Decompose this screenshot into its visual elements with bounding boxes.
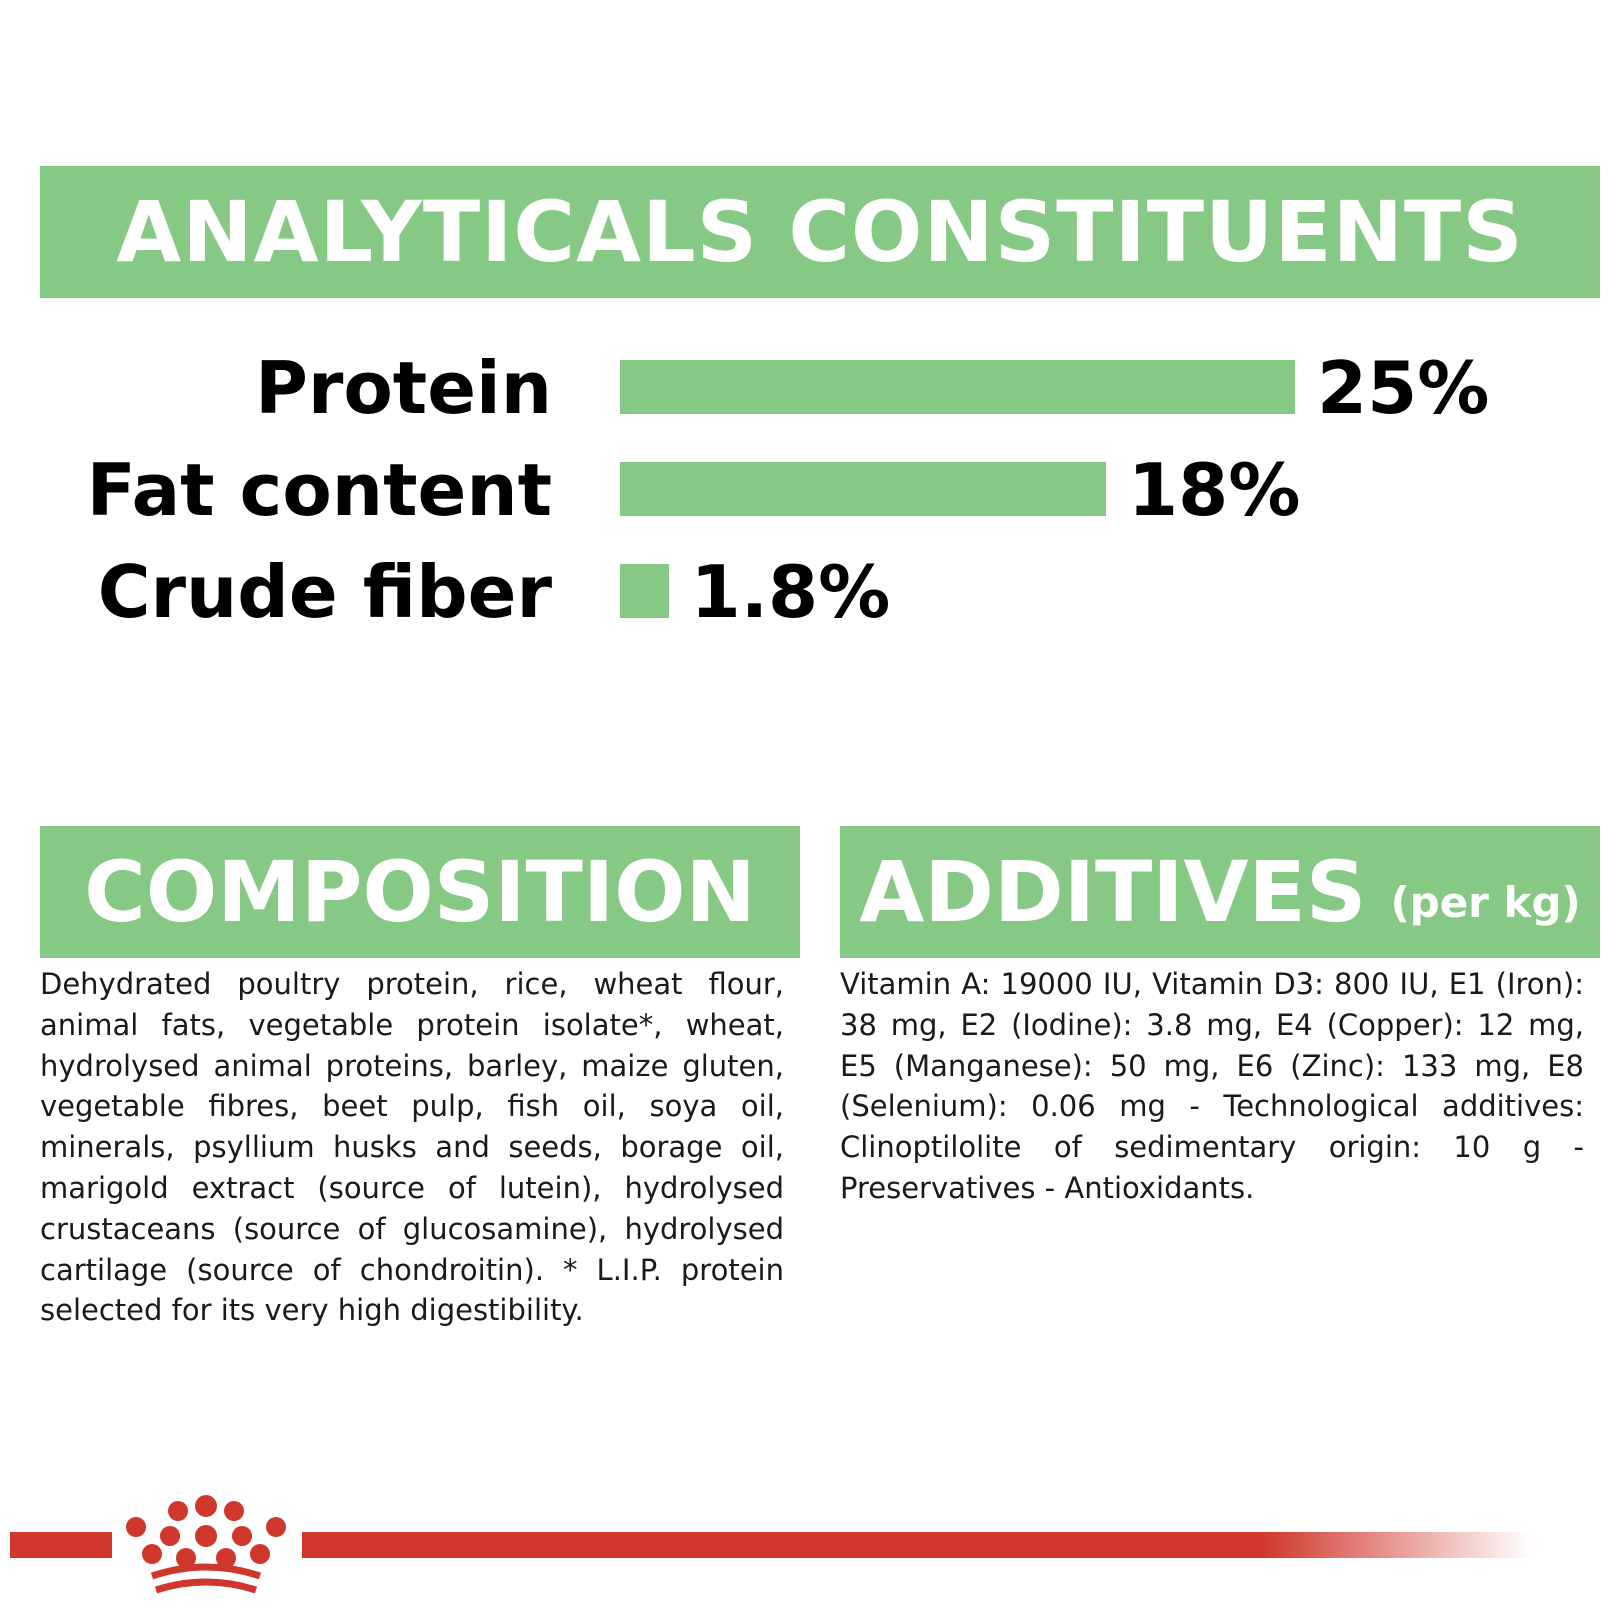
additives-unit-text: (per kg) bbox=[1390, 877, 1581, 927]
category-label: Protein bbox=[255, 346, 552, 430]
footer-rule-right bbox=[302, 1532, 1532, 1558]
category-label: Crude fiber bbox=[97, 550, 552, 634]
composition-text: Dehydrated poultry protein, rice, wheat … bbox=[40, 967, 784, 1328]
additives-text: Vitamin A: 19000 IU, Vitamin D3: 800 IU,… bbox=[840, 967, 1584, 1205]
analytical-constituents-heading: ANALYTICALS CONSTITUENTS bbox=[40, 166, 1600, 298]
bar bbox=[620, 462, 1106, 516]
crown-icon bbox=[126, 1495, 286, 1594]
analytical-heading-text: ANALYTICALS CONSTITUENTS bbox=[116, 183, 1524, 281]
additives-heading-text: ADDITIVES bbox=[859, 843, 1367, 941]
value-label: 1.8% bbox=[690, 550, 891, 634]
composition-heading-text: COMPOSITION bbox=[84, 843, 756, 941]
bar bbox=[620, 360, 1295, 414]
bar bbox=[620, 564, 669, 618]
composition-heading: COMPOSITION bbox=[40, 826, 800, 958]
value-label: 18% bbox=[1128, 448, 1301, 532]
value-label: 25% bbox=[1317, 346, 1490, 430]
footer-rule-left bbox=[10, 1532, 112, 1558]
category-label: Fat content bbox=[86, 448, 552, 532]
additives-heading: ADDITIVES (per kg) bbox=[840, 826, 1600, 958]
